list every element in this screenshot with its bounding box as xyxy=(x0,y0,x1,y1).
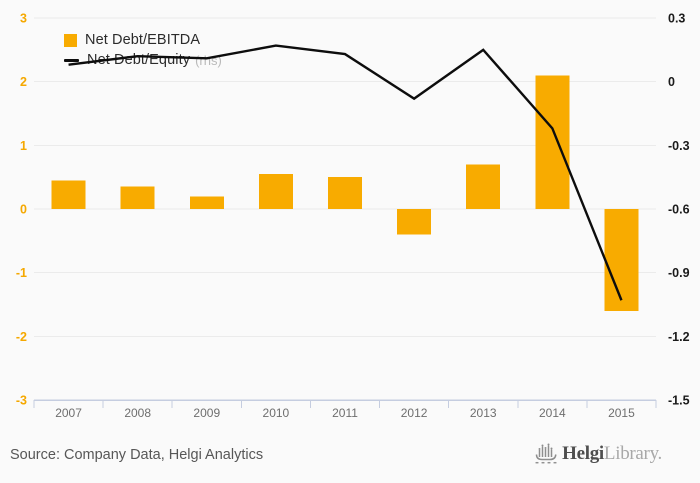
left-axis-label: -2 xyxy=(16,330,27,344)
x-axis-label-2013: 2013 xyxy=(470,406,497,420)
left-axis-label: 2 xyxy=(20,75,27,89)
bar-2012 xyxy=(397,209,432,235)
x-axis-label-2011: 2011 xyxy=(332,406,358,420)
logo-text-helgi: Helgi xyxy=(562,443,604,464)
source-note: Source: Company Data, Helgi Analytics xyxy=(10,447,264,463)
left-axis-label: -3 xyxy=(16,394,27,408)
x-axis-label-2015: 2015 xyxy=(608,406,635,420)
bar-2009 xyxy=(189,196,224,209)
legend-item-net-debt-equity: Net Debt/Equity (rhs) xyxy=(64,51,222,69)
right-axis-label: -0.3 xyxy=(668,139,690,153)
legend-bar-swatch xyxy=(64,33,77,47)
bar-2015 xyxy=(604,209,639,311)
right-axis-label: -1.2 xyxy=(668,330,690,344)
legend-label-net-debt-ebitda: Net Debt/EBITDA xyxy=(85,32,201,48)
right-axis-label: -0.6 xyxy=(668,203,690,217)
bar-2008 xyxy=(120,186,155,209)
bar-2011 xyxy=(328,177,362,209)
right-axis-label: 0.3 xyxy=(668,12,685,26)
helgi-library-logo[interactable]: HelgiLibrary. xyxy=(534,441,662,467)
legend-label-net-debt-equity: Net Debt/Equity xyxy=(87,52,191,68)
x-axis-label-2014: 2014 xyxy=(539,406,566,420)
legend-item-net-debt-ebitda: Net Debt/EBITDA xyxy=(64,31,222,49)
left-axis-label: 3 xyxy=(20,12,27,26)
helgi-ship-icon xyxy=(535,443,558,464)
legend: Net Debt/EBITDA Net Debt/Equity (rhs) xyxy=(64,31,222,69)
x-axis-label-2007: 2007 xyxy=(55,406,82,420)
left-axis-label: 0 xyxy=(20,203,27,217)
bar-2007 xyxy=(51,180,86,209)
left-axis-label: 1 xyxy=(20,139,27,153)
right-axis-label: 0 xyxy=(668,75,675,89)
logo-text-library: Library. xyxy=(603,443,662,464)
x-axis-label-2009: 2009 xyxy=(193,406,220,420)
right-axis-label: -0.9 xyxy=(668,266,690,280)
bar-2010 xyxy=(258,173,293,209)
x-axis-label-2012: 2012 xyxy=(401,406,428,420)
left-axis-label: -1 xyxy=(16,266,27,280)
bar-2014 xyxy=(535,75,570,209)
bar-2013 xyxy=(466,164,501,209)
logo-wordmark: HelgiLibrary. xyxy=(562,443,662,465)
legend-line-swatch xyxy=(64,58,79,62)
right-axis-label: -1.5 xyxy=(668,394,690,408)
x-axis-label-2010: 2010 xyxy=(263,406,290,420)
legend-label-rhs-suffix: (rhs) xyxy=(195,52,222,68)
x-axis-label-2008: 2008 xyxy=(124,406,151,420)
